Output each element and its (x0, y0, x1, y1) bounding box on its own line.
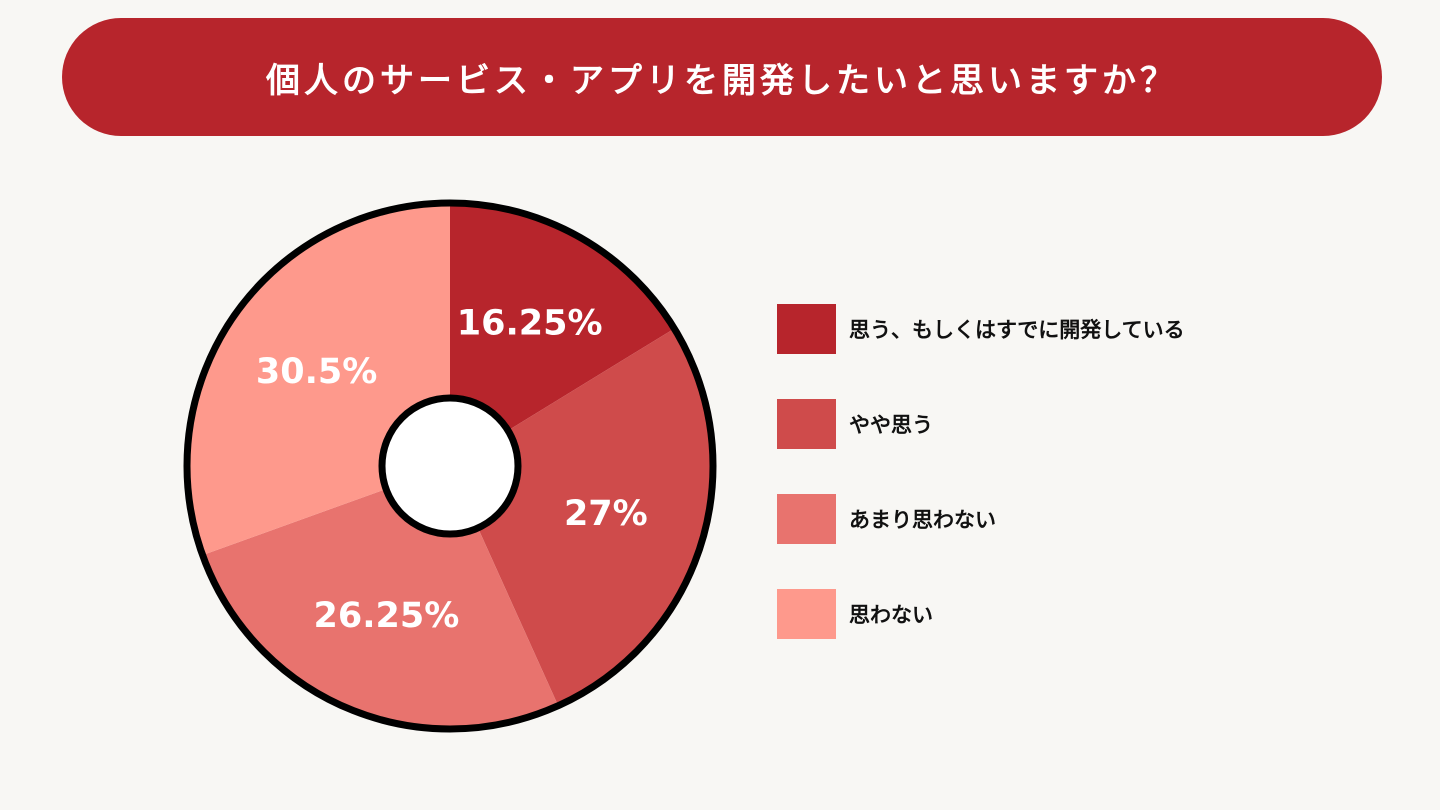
title-banner: 個人のサービス・アプリを開発したいと思いますか？ (62, 18, 1382, 136)
slice-label-4: 30.5% (256, 352, 377, 392)
donut-outline (183, 199, 717, 733)
legend-item-2: やや思う (777, 399, 933, 449)
legend-label: 思う、もしくはすでに開発している (849, 318, 1185, 342)
legend-swatch (777, 494, 836, 544)
slice-label-2: 27% (564, 494, 648, 534)
legend-label: 思わない (849, 603, 933, 627)
legend-swatch (777, 304, 836, 354)
legend-item-1: 思う、もしくはすでに開発している (777, 304, 1185, 354)
legend-label: あまり思わない (849, 508, 996, 532)
slice-label-1: 16.25% (457, 304, 603, 344)
legend-item-3: あまり思わない (777, 494, 996, 544)
donut-hole (378, 394, 522, 538)
legend-label: やや思う (849, 413, 933, 437)
pie-slice-2 (450, 328, 713, 706)
legend-swatch (777, 589, 836, 639)
page-title: 個人のサービス・アプリを開発したいと思いますか？ (266, 60, 1178, 101)
legend-item-4: 思わない (777, 589, 933, 639)
pie-slice-1 (450, 203, 675, 466)
legend-swatch (777, 399, 836, 449)
slice-label-3: 26.25% (314, 596, 460, 636)
